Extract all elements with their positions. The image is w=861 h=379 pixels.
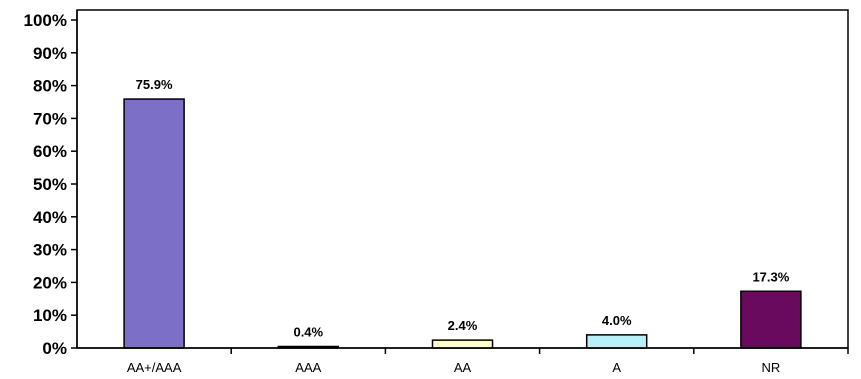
plot-frame: [76, 9, 849, 349]
x-axis-ticks: [230, 348, 849, 354]
bars: [123, 98, 802, 349]
x-tick-label: A: [612, 360, 621, 375]
y-tick-label: 50%: [33, 175, 67, 194]
data-label: 2.4%: [448, 318, 478, 333]
y-tick-label: 60%: [33, 142, 67, 161]
data-label: 0.4%: [293, 325, 323, 340]
bar-aa-aaa: [123, 98, 185, 349]
x-tick-label: AA: [454, 360, 472, 375]
y-tick-label: 80%: [33, 77, 67, 96]
y-tick-label: 30%: [33, 241, 67, 260]
x-tick-label: AAA: [295, 360, 321, 375]
data-label: 17.3%: [752, 269, 789, 284]
bar-nr: [740, 290, 802, 349]
x-axis-labels: AA+/AAA AAA AA A NR: [127, 360, 780, 375]
y-tick-label: 100%: [24, 11, 67, 30]
y-tick-label: 90%: [33, 44, 67, 63]
y-tick-label: 10%: [33, 306, 67, 325]
y-tick-label: 70%: [33, 109, 67, 128]
data-label: 4.0%: [602, 313, 632, 328]
bar-aa: [431, 339, 494, 349]
y-tick-label: 20%: [33, 273, 67, 292]
x-tick-label: AA+/AAA: [127, 360, 182, 375]
y-axis-ticks: 0% 10% 20% 30% 40% 50% 60% 70% 80% 90% 100%: [24, 11, 77, 358]
bar-a: [585, 334, 648, 349]
data-label: 75.9%: [136, 77, 173, 92]
data-labels: 75.9% 0.4% 2.4% 4.0% 17.3%: [136, 77, 790, 339]
y-tick-label: 40%: [33, 208, 67, 227]
y-tick-label: 0%: [42, 339, 67, 358]
x-tick-label: NR: [762, 360, 781, 375]
